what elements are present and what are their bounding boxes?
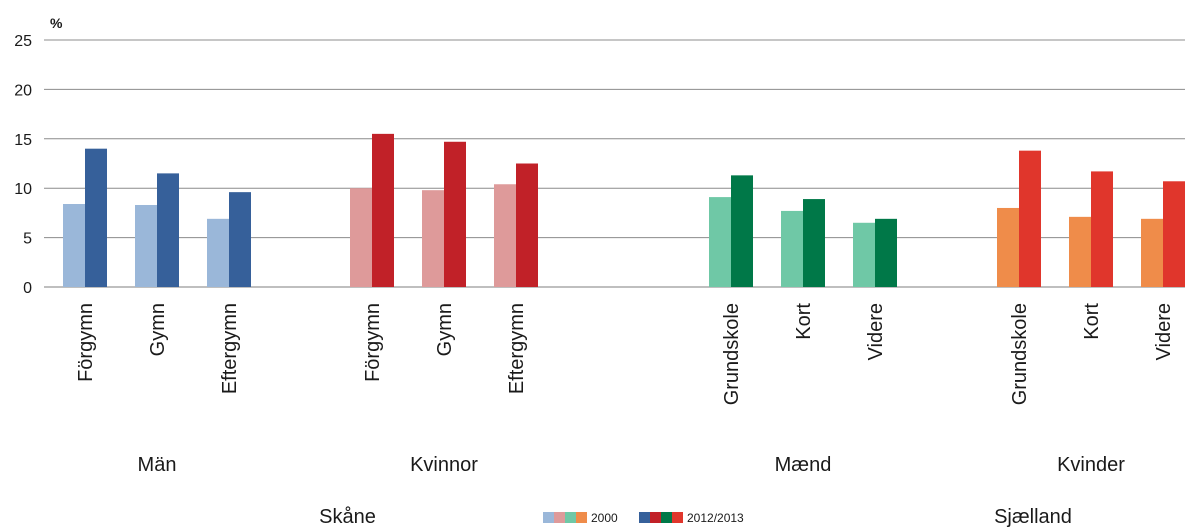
bar-2012-2013 (731, 175, 753, 287)
bar-2000 (63, 204, 85, 287)
legend-label: 2000 (591, 511, 618, 525)
legend-label: 2012/2013 (687, 511, 744, 525)
bar-2000 (709, 197, 731, 287)
category-label: Gymn (434, 303, 456, 356)
group-labels: Män Kvinnor Mænd Kvinder (138, 454, 1126, 476)
bar-2012-2013 (1163, 181, 1185, 287)
group-label: Kvinder (1057, 454, 1125, 476)
region-label: Skåne (319, 506, 376, 527)
category-label: Kort (793, 303, 815, 340)
legend-swatch (576, 512, 587, 523)
y-tick-label: 5 (23, 231, 32, 248)
category-label: Förgymn (75, 303, 97, 382)
legend-swatch (639, 512, 650, 523)
bar-2000 (781, 210, 803, 287)
category-label: Förgymn (362, 303, 384, 382)
legend-swatch (543, 512, 554, 523)
bar-2000 (1141, 218, 1163, 287)
region-label: Sjælland (994, 506, 1072, 527)
region-labels: Skåne Sjælland (319, 506, 1072, 527)
bars (63, 133, 1185, 287)
bar-2012-2013 (157, 173, 179, 287)
bar-2000 (853, 222, 875, 287)
y-tick-label: 10 (14, 181, 32, 198)
category-label: Kort (1081, 303, 1103, 340)
legend-swatch (672, 512, 683, 523)
legend-swatch (650, 512, 661, 523)
bar-2000 (1069, 216, 1091, 287)
bar-2012-2013 (875, 218, 897, 287)
group-label: Kvinnor (410, 454, 478, 476)
legend: 2000 2012/2013 (543, 511, 744, 525)
y-axis: % 0 5 10 15 20 25 (14, 15, 63, 297)
y-tick-label: 15 (14, 132, 32, 149)
bar-2000 (350, 188, 372, 287)
y-tick-label: 25 (14, 33, 32, 50)
category-label: Grundskole (1009, 303, 1031, 405)
y-axis-unit: % (50, 15, 63, 31)
bar-2000 (997, 207, 1019, 287)
group-label: Män (138, 454, 177, 476)
legend-swatch (565, 512, 576, 523)
bar-2000 (494, 184, 516, 287)
bar-2000 (207, 218, 229, 287)
bar-2012-2013 (516, 163, 538, 287)
bar-2000 (422, 190, 444, 287)
category-label: Videre (865, 303, 887, 360)
bar-2012-2013 (1091, 171, 1113, 287)
category-label: Grundskole (721, 303, 743, 405)
y-tick-label: 20 (14, 82, 32, 99)
bar-2012-2013 (85, 148, 107, 287)
bar-2012-2013 (803, 199, 825, 287)
category-labels: Förgymn Gymn Eftergymn Förgymn Gymn Eftergymn… (75, 303, 1175, 406)
bar-2012-2013 (1019, 150, 1041, 287)
y-tick-label: 0 (23, 280, 32, 297)
category-label: Eftergymn (506, 303, 528, 394)
category-label: Eftergymn (219, 303, 241, 394)
bar-2012-2013 (229, 192, 251, 287)
bar-2012-2013 (372, 133, 394, 287)
bar-2012-2013 (444, 141, 466, 287)
category-label: Videre (1153, 303, 1175, 360)
category-label: Gymn (147, 303, 169, 356)
bar-2000 (135, 204, 157, 287)
group-label: Mænd (775, 454, 832, 476)
legend-swatch (554, 512, 565, 523)
legend-swatch (661, 512, 672, 523)
